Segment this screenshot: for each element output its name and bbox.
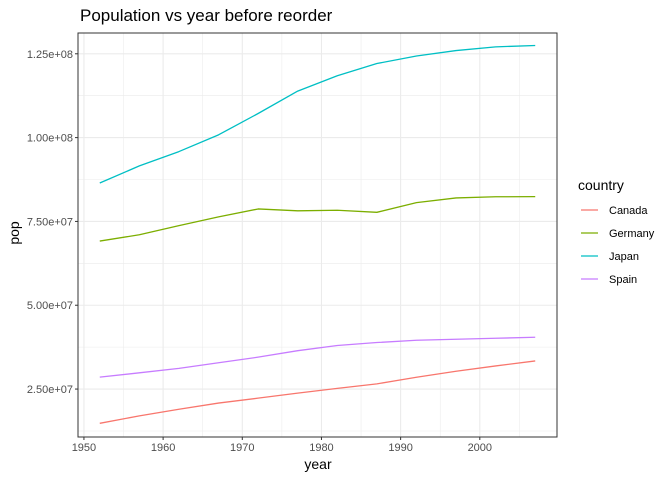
plot-panel [78,33,557,437]
y-tick-label: 5.00e+07 [27,300,73,312]
legend-items: Canada Germany Japan Spain [581,205,655,286]
series-line-japan [99,44,536,184]
plot-border [77,32,558,438]
legend-label: Canada [609,205,648,217]
series-line-germany [99,195,536,242]
legend-label: Japan [609,251,639,263]
x-tick-label: 1950 [72,442,96,454]
chart-title: Population vs year before reorder [80,6,333,25]
x-axis-title: year [304,456,332,472]
legend-label: Germany [609,228,655,240]
legend: country Canada Germany Japan Spain [578,177,655,286]
y-tick-label: 2.50e+07 [27,384,73,396]
x-tick-label: 1980 [309,442,333,454]
y-axis-title: pop [6,221,22,245]
y-tick-label: 1.00e+08 [27,133,73,145]
legend-item-spain: Spain [581,274,637,286]
legend-item-germany: Germany [581,228,655,240]
x-tick-label: 2000 [468,442,492,454]
legend-label: Spain [609,274,637,286]
legend-item-japan: Japan [581,251,639,263]
x-tick-label: 1960 [151,442,175,454]
x-tick-label: 1970 [230,442,254,454]
y-tick-label: 7.50e+07 [27,216,73,228]
series-line-canada [99,360,536,424]
y-tick-label: 1.25e+08 [27,49,73,61]
x-tick-label: 1990 [388,442,412,454]
x-axis-ticks: 1950 1960 1970 1980 1990 2000 [72,437,492,454]
y-axis-ticks: 2.50e+07 5.00e+07 7.50e+07 1.00e+08 1.25e+08 [27,49,78,396]
legend-title: country [578,177,624,193]
legend-item-canada: Canada [581,205,648,217]
series-lines [99,44,536,424]
series-line-spain [99,336,536,378]
